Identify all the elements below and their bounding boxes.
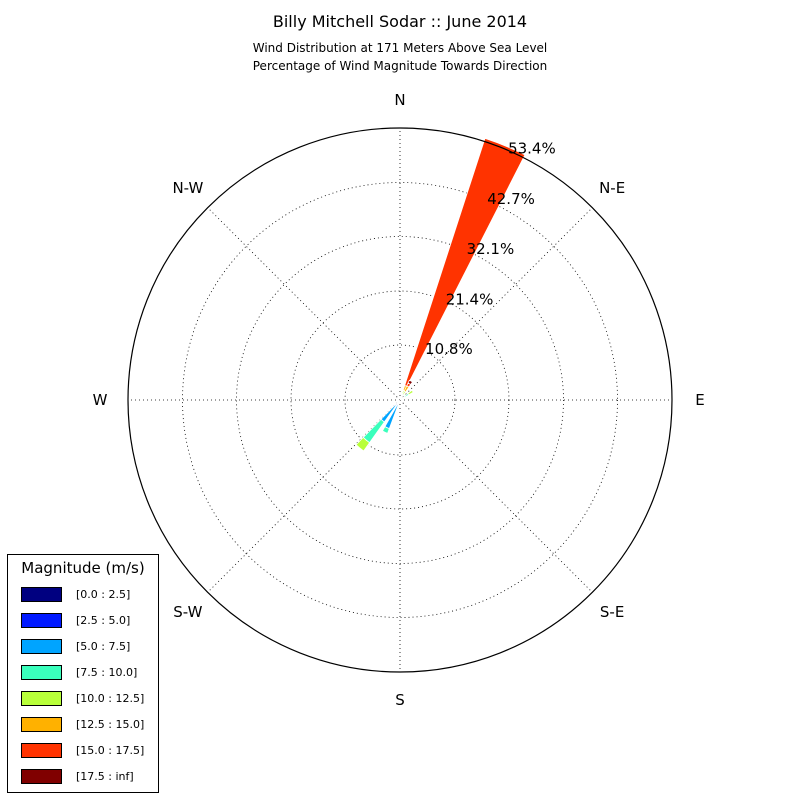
legend-label: [0.0 : 2.5] (76, 588, 131, 601)
bar-segment-0-6 (404, 137, 526, 387)
spoke-n-w (207, 207, 401, 401)
magnitude-legend: Magnitude (m/s) [0.0 : 2.5] [2.5 : 5.0] [5… (7, 554, 159, 793)
direction-label-s-e: S-E (600, 603, 624, 621)
radial-tick-label: 42.7% (487, 190, 535, 208)
bar-segment-4-3 (362, 418, 385, 444)
bar-segment-4-4 (355, 436, 371, 452)
legend-swatch (21, 639, 62, 654)
legend-swatch (21, 665, 62, 680)
direction-label-e: E (695, 391, 704, 409)
chart-title: Billy Mitchell Sodar :: June 2014 (272, 12, 528, 31)
legend-label: [5.0 : 7.5] (76, 640, 131, 653)
wind-bars (355, 137, 526, 452)
legend-label: [2.5 : 5.0] (76, 614, 131, 627)
grid-ring (290, 290, 510, 510)
grid-ring (344, 344, 456, 456)
legend-label: [17.5 : inf] (76, 770, 134, 783)
spoke-n-e (399, 207, 593, 401)
direction-label-n: N (394, 91, 405, 109)
chart-labels: N N-E E S-E S S-W W N-W 10.8% 21.4% 32.1% 42.7% 53.4… (93, 91, 705, 709)
spoke-s-w (207, 399, 401, 593)
legend-swatch (21, 769, 62, 784)
direction-label-w: W (93, 391, 108, 409)
spoke-s-e (399, 399, 593, 593)
bar-segment-3-3 (381, 426, 390, 434)
radial-tick-label: 10.8% (425, 340, 473, 358)
radial-tick-label: 32.1% (467, 240, 515, 258)
direction-label-n-w: N-W (172, 179, 203, 197)
bar-segment-1-7 (407, 379, 413, 386)
grid-ring (236, 236, 564, 564)
legend-swatch (21, 691, 62, 706)
legend-swatch (21, 743, 62, 758)
radial-tick-label: 53.4% (508, 140, 556, 158)
chart-subtitle-line1: Wind Distribution at 171 Meters Above Se… (252, 41, 548, 55)
legend-label: [7.5 : 10.0] (76, 666, 138, 679)
legend-swatch (21, 587, 62, 602)
legend-label: [12.5 : 15.0] (76, 718, 145, 731)
radial-tick-label: 21.4% (446, 290, 494, 308)
direction-label-n-e: N-E (599, 179, 625, 197)
chart-subtitle-line2: Percentage of Wind Magnitude Towards Dir… (252, 59, 548, 73)
polar-grid (128, 128, 672, 672)
legend-swatch (21, 613, 62, 628)
bar-segment-2-4 (407, 389, 414, 396)
grid-ring (182, 182, 618, 618)
legend-label: [15.0 : 17.5] (76, 744, 145, 757)
outer-ring (127, 127, 673, 673)
legend-title: Magnitude (m/s) (21, 559, 145, 577)
legend-swatch (21, 717, 62, 732)
legend-label: [10.0 : 12.5] (76, 692, 145, 705)
direction-label-s-w: S-W (173, 603, 202, 621)
direction-label-s: S (395, 691, 405, 709)
